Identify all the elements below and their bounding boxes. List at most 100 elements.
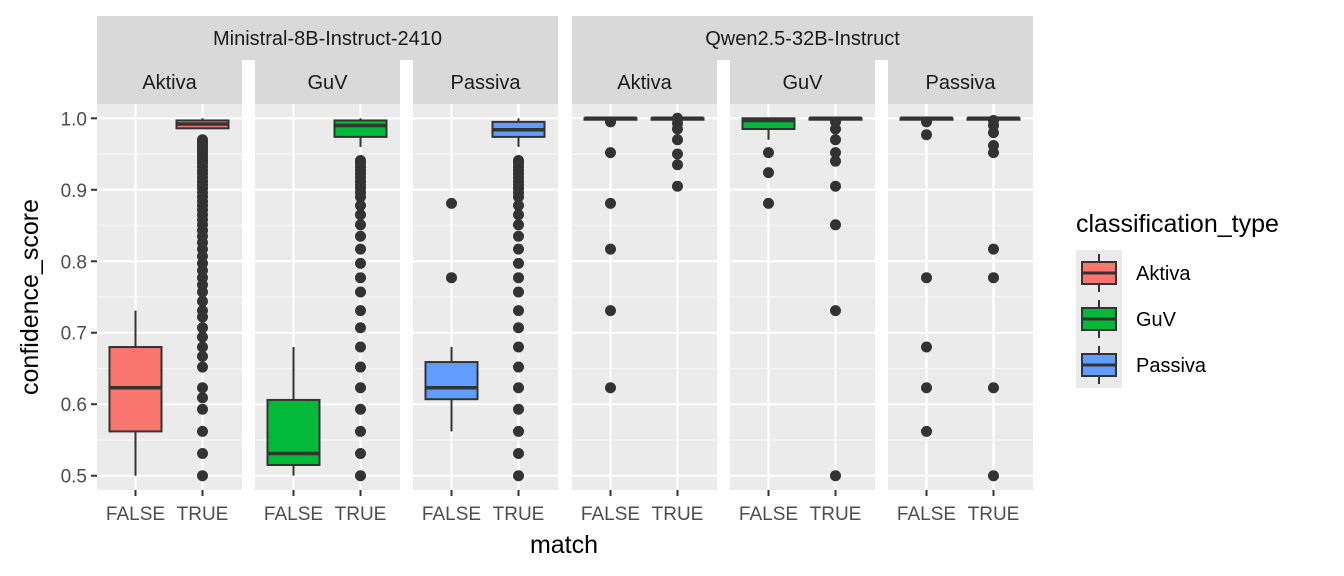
outlier-point [830, 219, 841, 231]
outlier-point [513, 154, 524, 166]
outlier-point [355, 382, 366, 394]
outlier-point [513, 341, 524, 353]
x-tick-label: TRUE [335, 504, 387, 525]
box-iqr [741, 117, 796, 131]
box-false [899, 116, 954, 437]
outlier-point [763, 197, 774, 209]
outlier-point [921, 116, 932, 128]
y-tick-label: 1.0 [61, 109, 87, 130]
box-true [808, 116, 863, 482]
outlier-point [355, 341, 366, 353]
x-tick-label: TRUE [968, 504, 1020, 525]
outlier-point [355, 361, 366, 373]
outlier-point [513, 361, 524, 373]
outlier-point [355, 200, 366, 212]
facet-panel: Aktiva [97, 60, 242, 490]
facet-strip [572, 60, 717, 104]
outlier-point [513, 200, 524, 212]
outlier-point [197, 425, 208, 437]
outlier-point [513, 230, 524, 242]
y-tick-label: 0.8 [61, 252, 87, 273]
outlier-point [355, 403, 366, 415]
outlier-point [355, 322, 366, 334]
outlier-point [355, 257, 366, 269]
outlier-point [513, 448, 524, 460]
facet-strip [97, 60, 242, 104]
box-true [650, 112, 705, 192]
facet-panel: Aktiva [572, 60, 717, 490]
outlier-point [197, 341, 208, 353]
facet-panel: Passiva [413, 60, 558, 490]
y-tick-label: 0.5 [61, 467, 87, 488]
outlier-point [197, 350, 208, 362]
box-false [108, 310, 163, 476]
outlier-point [605, 382, 616, 394]
outlier-point [921, 425, 932, 437]
outlier-point [197, 470, 208, 482]
box-true [175, 118, 230, 482]
outlier-point [355, 470, 366, 482]
outlier-point [197, 392, 208, 404]
outlier-point [197, 448, 208, 460]
outlier-point [355, 230, 366, 242]
facet-strip [413, 60, 558, 104]
outlier-point [513, 425, 524, 437]
outlier-point [672, 180, 683, 192]
outlier-point [830, 134, 841, 146]
box-true [491, 118, 546, 482]
outlier-point [921, 272, 932, 284]
outlier-point [605, 243, 616, 255]
legend-key-aktiva: Aktiva [1076, 250, 1191, 296]
outlier-point [355, 243, 366, 255]
outlier-point [355, 448, 366, 460]
outlier-point [197, 295, 208, 307]
outlier-point [988, 114, 999, 126]
outlier-point [197, 331, 208, 343]
facet-strip [730, 60, 875, 104]
outlier-point [988, 139, 999, 151]
outlier-point [355, 425, 366, 437]
facet-strip [888, 60, 1033, 104]
y-tick-label: 0.9 [61, 181, 87, 202]
x-tick-label: FALSE [739, 504, 798, 525]
outlier-point [197, 403, 208, 415]
outlier-point [830, 180, 841, 192]
panels-layer: Ministral-8B-Instruct-2410 Qwen2.5-32B-In… [97, 16, 1033, 490]
outlier-point [513, 403, 524, 415]
outlier-point [355, 209, 366, 221]
facet-strip-label: Aktiva [142, 72, 197, 94]
x-tick-label: FALSE [897, 504, 956, 525]
model-strip-label: Qwen2.5-32B-Instruct [705, 28, 900, 50]
box-false [741, 117, 796, 209]
facet-strip-label: Passiva [450, 72, 521, 94]
outlier-point [513, 322, 524, 334]
outlier-point [605, 305, 616, 317]
x-tick-label: TRUE [810, 504, 862, 525]
outlier-point [988, 243, 999, 255]
outlier-point [988, 272, 999, 284]
box-false [583, 116, 638, 394]
x-axis-title: match [530, 531, 598, 559]
outlier-point [513, 272, 524, 284]
outlier-point [763, 147, 774, 159]
facet-panel: Passiva [888, 60, 1033, 490]
facet-strip-label: GuV [782, 72, 823, 94]
outlier-point [197, 382, 208, 394]
legend-key-passiva: Passiva [1076, 342, 1207, 388]
outlier-point [355, 219, 366, 231]
outlier-point [513, 305, 524, 317]
outlier-point [830, 305, 841, 317]
model-strip-label: Ministral-8B-Instruct-2410 [213, 28, 442, 50]
x-tick-label: TRUE [652, 504, 704, 525]
outlier-point [355, 272, 366, 284]
x-tick-label: FALSE [581, 504, 640, 525]
outlier-point [446, 272, 457, 284]
legend-label: Passiva [1136, 355, 1207, 377]
outlier-point [513, 257, 524, 269]
outlier-point [672, 148, 683, 160]
outlier-point [513, 209, 524, 221]
outlier-point [921, 382, 932, 394]
outlier-point [763, 167, 774, 179]
facet-strip-label: Passiva [925, 72, 996, 94]
outlier-point [513, 470, 524, 482]
